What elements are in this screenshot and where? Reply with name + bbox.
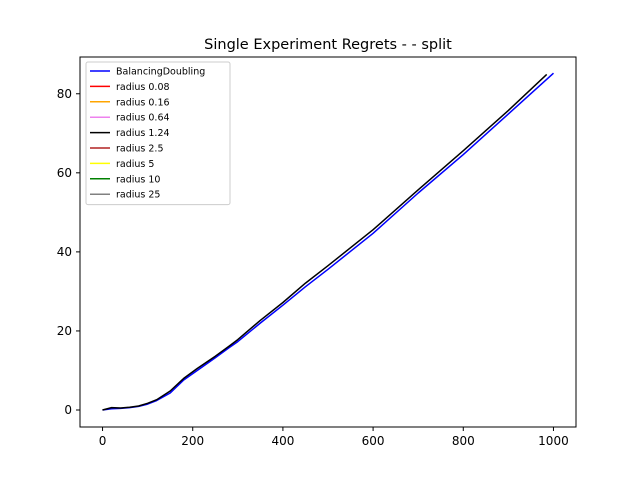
x-tick-label: 600 <box>362 434 385 448</box>
series-layer <box>102 72 555 411</box>
legend-entry: radius 10 <box>116 174 160 185</box>
legend-entry: radius 0.16 <box>116 97 170 108</box>
legend: BalancingDoubling radius 0.08 radius 0.16 r… <box>85 61 231 206</box>
x-tick-label: 800 <box>452 434 475 448</box>
legend-entry: BalancingDoubling <box>116 67 205 78</box>
y-tick-label: 60 <box>57 166 72 180</box>
y-tick-label: 0 <box>64 403 72 417</box>
chart-title: Single Experiment Regrets - - split <box>204 37 452 53</box>
series-line-4 <box>102 73 548 411</box>
x-tick-label: 200 <box>181 434 204 448</box>
legend-entry: radius 0.64 <box>116 113 170 124</box>
x-tick-label: 0 <box>99 434 107 448</box>
legend-entry: radius 0.08 <box>116 82 170 93</box>
y-tick-label: 40 <box>57 245 72 259</box>
plot-area-frame <box>79 56 577 428</box>
y-tick-label: 20 <box>57 324 72 338</box>
legend-box <box>85 61 231 206</box>
x-tick-label: 400 <box>271 434 294 448</box>
legend-entry: radius 25 <box>116 190 160 201</box>
legend-entry: radius 1.24 <box>116 128 170 139</box>
y-axis: 0 20 40 60 80 <box>57 87 80 417</box>
x-axis: 0 200 400 600 800 1000 <box>99 427 569 448</box>
legend-entry: radius 5 <box>116 159 154 170</box>
y-tick-label: 80 <box>57 87 72 101</box>
x-tick-label: 1000 <box>538 434 569 448</box>
legend-entry: radius 2.5 <box>116 144 164 155</box>
